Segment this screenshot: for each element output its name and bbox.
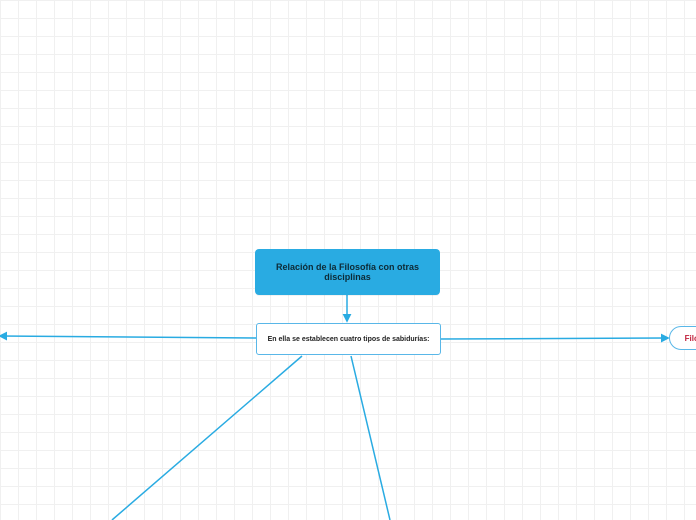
mindmap-canvas[interactable]: Relación de la Filosofía con otras disci… xyxy=(0,0,696,520)
node-pill-right[interactable]: Filos xyxy=(669,326,696,350)
node-pill-right-label: Filos xyxy=(685,334,696,343)
node-root-label: Relación de la Filosofía con otras disci… xyxy=(265,262,430,282)
node-root[interactable]: Relación de la Filosofía con otras disci… xyxy=(255,249,440,295)
node-child[interactable]: En ella se establecen cuatro tipos de sa… xyxy=(256,323,441,355)
node-child-label: En ella se establecen cuatro tipos de sa… xyxy=(268,336,430,343)
